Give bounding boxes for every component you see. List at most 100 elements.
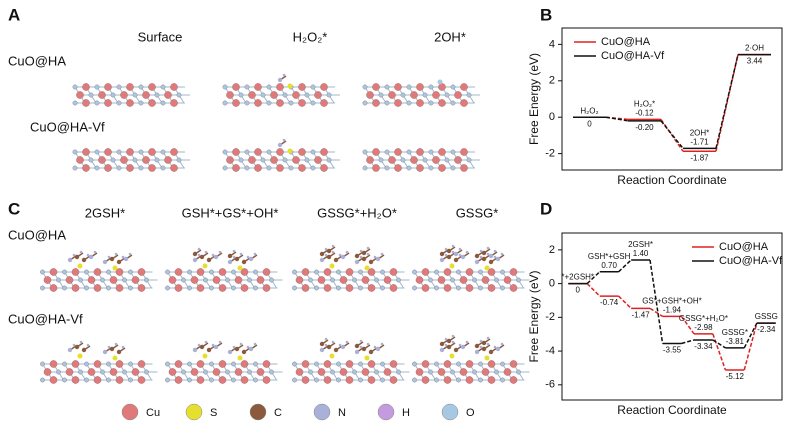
atom xyxy=(84,377,89,383)
atom xyxy=(49,268,58,276)
atom xyxy=(287,83,293,89)
value-label: -1.47 xyxy=(631,311,650,320)
y-tick-label: -4 xyxy=(545,345,555,357)
atom xyxy=(481,368,490,376)
atom xyxy=(82,99,90,107)
atom xyxy=(428,84,434,90)
atom xyxy=(416,99,424,107)
atom xyxy=(282,157,288,163)
adsorbate xyxy=(102,252,133,271)
legend-label: N xyxy=(338,407,346,419)
atom xyxy=(204,250,208,254)
atom xyxy=(310,165,316,171)
atom xyxy=(93,376,102,384)
slab xyxy=(40,360,158,384)
atom xyxy=(109,368,118,376)
panel-label: D xyxy=(540,199,552,218)
atom xyxy=(446,338,452,344)
atom xyxy=(120,91,128,99)
atom xyxy=(43,368,52,376)
atom xyxy=(389,268,398,276)
atom xyxy=(231,269,236,275)
atom xyxy=(509,376,518,384)
atom xyxy=(78,369,83,375)
atom xyxy=(458,343,462,347)
atom xyxy=(196,360,205,368)
atom xyxy=(203,277,208,283)
atom xyxy=(338,253,342,257)
atom xyxy=(314,377,319,383)
atom xyxy=(282,92,288,98)
atom xyxy=(144,277,149,283)
atom xyxy=(339,368,348,376)
atom xyxy=(253,342,257,346)
atom xyxy=(372,148,380,156)
atom xyxy=(412,377,417,383)
atom xyxy=(488,349,494,355)
y-tick-label: 0 xyxy=(549,111,555,123)
atom xyxy=(231,361,236,367)
atom xyxy=(247,277,252,283)
atom xyxy=(479,249,483,253)
atom xyxy=(253,252,257,256)
legend-label: S xyxy=(210,407,217,419)
atom xyxy=(354,253,360,259)
atom xyxy=(202,353,208,359)
atom xyxy=(304,157,310,163)
atom xyxy=(254,99,262,107)
atom xyxy=(262,360,271,368)
atom xyxy=(317,368,326,376)
atom xyxy=(262,376,271,384)
atom xyxy=(238,157,244,163)
atom xyxy=(493,249,497,253)
atom xyxy=(456,285,461,291)
atom xyxy=(232,99,240,107)
atom xyxy=(451,250,455,254)
atom xyxy=(400,92,406,98)
atom xyxy=(406,84,412,90)
atom xyxy=(256,276,265,284)
atom xyxy=(453,251,459,257)
category-label: H₂O₂* xyxy=(634,99,655,108)
atom xyxy=(77,353,83,359)
atom xyxy=(432,91,440,99)
atom xyxy=(364,265,370,271)
atom xyxy=(362,149,368,155)
atom xyxy=(298,148,306,156)
atom xyxy=(72,165,78,171)
atom xyxy=(437,276,446,284)
atom xyxy=(288,100,294,106)
atom xyxy=(406,100,412,106)
atom xyxy=(106,377,111,383)
panel-label: A xyxy=(8,5,20,24)
adsorbate xyxy=(354,246,385,271)
atom xyxy=(361,250,367,256)
connector xyxy=(680,315,695,335)
value-label: -0.12 xyxy=(635,108,654,117)
atom xyxy=(388,156,396,164)
atom xyxy=(115,360,124,368)
atom xyxy=(345,360,354,368)
atom xyxy=(239,252,243,256)
value-label: 0 xyxy=(575,286,580,295)
adsorbate xyxy=(319,337,350,359)
legend-label: CuO@HA xyxy=(601,36,651,48)
atom xyxy=(451,244,455,248)
atom xyxy=(362,84,368,90)
atom xyxy=(222,165,228,171)
atom xyxy=(326,254,332,260)
atom xyxy=(112,265,118,271)
atom xyxy=(204,340,208,344)
atom xyxy=(298,164,306,172)
atom xyxy=(244,100,250,106)
atom xyxy=(226,156,234,164)
value-label: -2.34 xyxy=(757,325,776,334)
slab xyxy=(165,360,283,384)
atom xyxy=(100,277,105,283)
atom xyxy=(269,369,274,375)
atom xyxy=(122,369,127,375)
adsorbate xyxy=(102,342,126,361)
atom xyxy=(226,91,234,99)
adsorbate xyxy=(277,73,293,89)
atom xyxy=(292,361,297,367)
